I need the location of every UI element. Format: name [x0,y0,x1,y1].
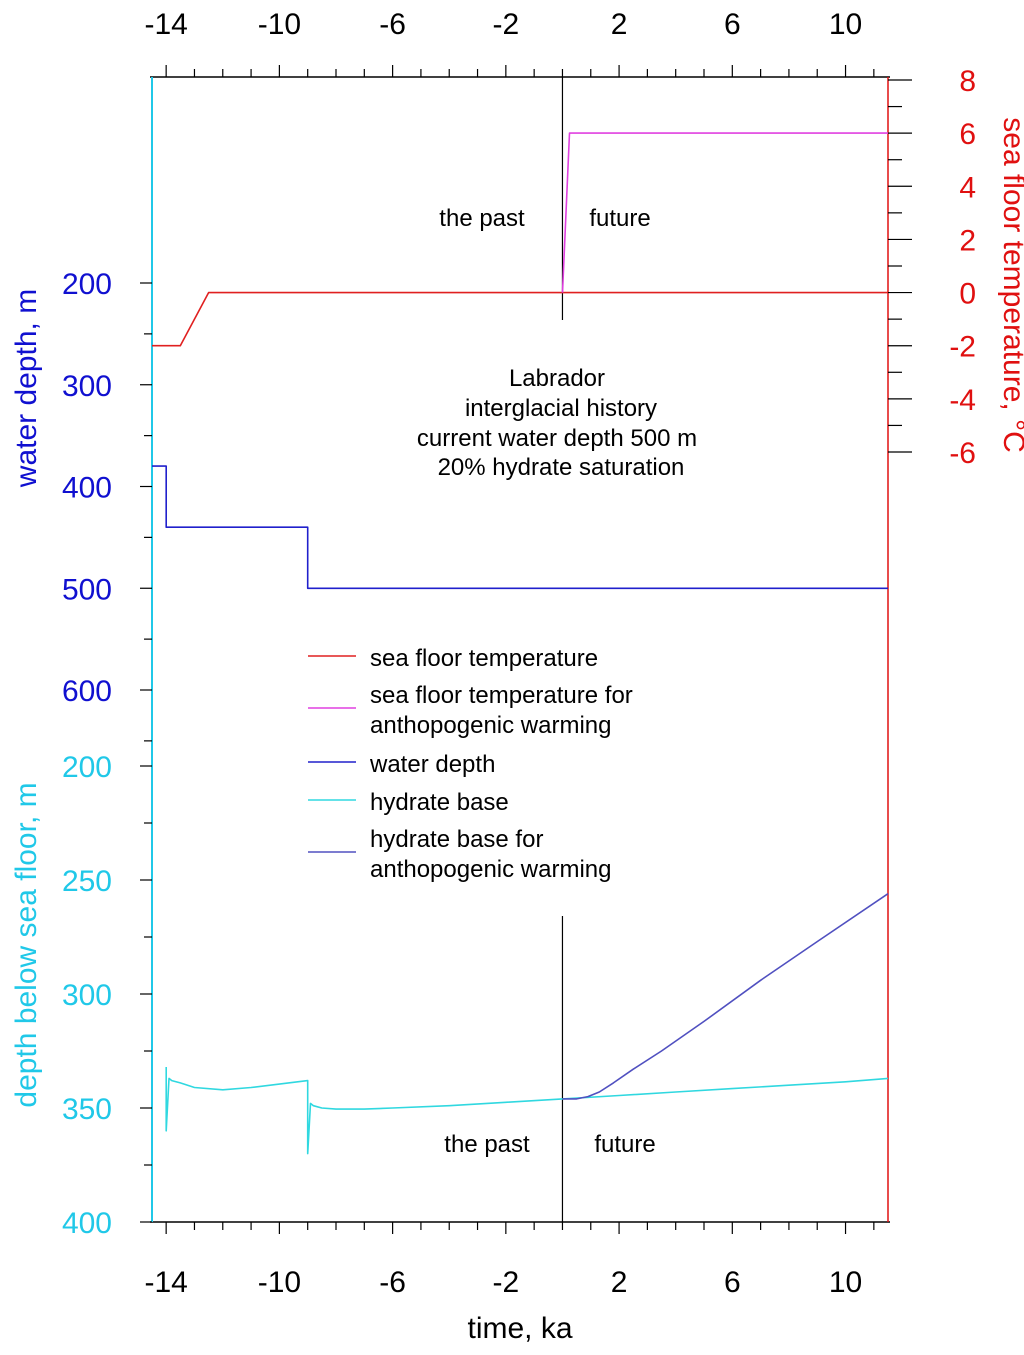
series-hydrate-base [165,1067,889,1155]
legend-label: sea floor temperature [370,645,598,672]
series-anthropogenic-temperature [561,132,888,293]
water-depth-tick-label: 400 [62,472,112,505]
top-x-tick-label: 6 [724,8,741,41]
bottom-x-tick-label: 10 [829,1266,862,1299]
annotation-top-past: the past [439,205,525,232]
temperature-tick-label: 8 [959,65,976,98]
depth-below-tick-label: 250 [62,865,112,898]
legend-label: water depth [369,751,495,778]
top-x-tick-label: -2 [493,8,520,41]
temperature-tick-label: -4 [949,384,976,417]
series-water-depth [152,465,888,590]
water-depth-tick-label: 300 [62,370,112,403]
info-line-3: current water depth 500 m [417,425,697,452]
legend: sea floor temperature sea floor temperatu… [308,645,633,883]
bottom-x-tick-label: -2 [493,1266,520,1299]
legend-label: hydrate base for [370,826,543,853]
bottom-x-tick-label: -6 [379,1266,406,1299]
info-line-1: Labrador [509,365,605,392]
series-lines [152,132,889,1155]
bottom-x-tick-label: 6 [724,1266,741,1299]
x-axis-label: time, ka [467,1312,572,1345]
annotation-bottom-past: the past [444,1131,530,1158]
temperature-tick-label: -2 [949,331,976,364]
temperature-tick-label: 6 [959,118,976,151]
annotation-bottom-future: future [594,1131,655,1158]
temperature-tick-label: 4 [959,171,976,204]
depth-below-tick-label: 400 [62,1207,112,1240]
temperature-tick-label: -6 [949,437,976,470]
series-hydrate-base-anthropogenic [562,893,889,1100]
temperature-tick-label: 0 [959,278,976,311]
info-line-2: interglacial history [465,395,657,422]
top-x-tick-label: -10 [258,8,301,41]
top-x-tick-label: 10 [829,8,862,41]
top-x-tick-label: 2 [611,8,628,41]
info-line-4: 20% hydrate saturation [438,454,685,481]
temperature-axis-label: sea floor temperature, °C [997,117,1024,452]
bottom-x-tick-label: 2 [611,1266,628,1299]
legend-label: hydrate base [370,789,509,816]
depth-below-tick-label: 200 [62,751,112,784]
depth-below-tick-label: 300 [62,979,112,1012]
legend-label: anthopogenic warming [370,712,612,739]
temperature-tick-label: 2 [959,224,976,257]
water-depth-tick-label: 600 [62,675,112,708]
water-depth-tick-label: 500 [62,573,112,606]
bottom-x-tick-label: -14 [144,1266,187,1299]
annotation-top-future: future [589,205,650,232]
top-x-tick-label: -14 [144,8,187,41]
bottom-x-tick-label: -10 [258,1266,301,1299]
depth-below-tick-label: 350 [62,1093,112,1126]
legend-label: anthopogenic warming [370,856,612,883]
series-sea-floor-temperature [152,291,888,347]
water-depth-tick-label: 200 [62,268,112,301]
legend-label: sea floor temperature for [370,682,633,709]
top-x-tick-label: -6 [379,8,406,41]
axes: -14 -14 -10 -10 -6 -6 -2 -2 2 2 6 6 10 10 200 300 400 500… [62,8,976,1299]
water-depth-axis-label: water depth, m [10,289,43,488]
depth-below-axis-label: depth below sea floor, m [10,782,43,1107]
